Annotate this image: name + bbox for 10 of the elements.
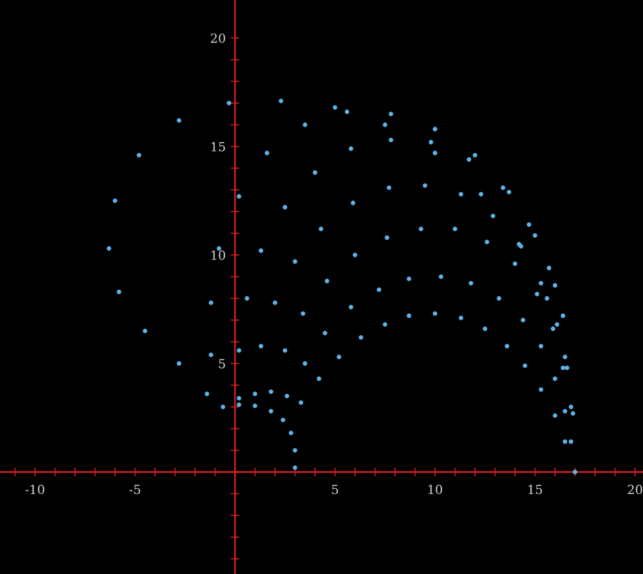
x-tick-label: 5 bbox=[332, 484, 338, 494]
x-tick-label: -10 bbox=[25, 484, 44, 494]
x-tick-label: 20 bbox=[628, 484, 642, 494]
y-tick-label: 10 bbox=[212, 250, 226, 260]
y-tick-label: 5 bbox=[219, 359, 226, 368]
x-tick-label: 10 bbox=[428, 484, 442, 494]
x-tick-label: 15 bbox=[528, 484, 542, 494]
y-tick-label: 20 bbox=[210, 33, 226, 43]
y-tick-label: 15 bbox=[212, 142, 226, 152]
x-tick-label: -5 bbox=[129, 484, 140, 494]
